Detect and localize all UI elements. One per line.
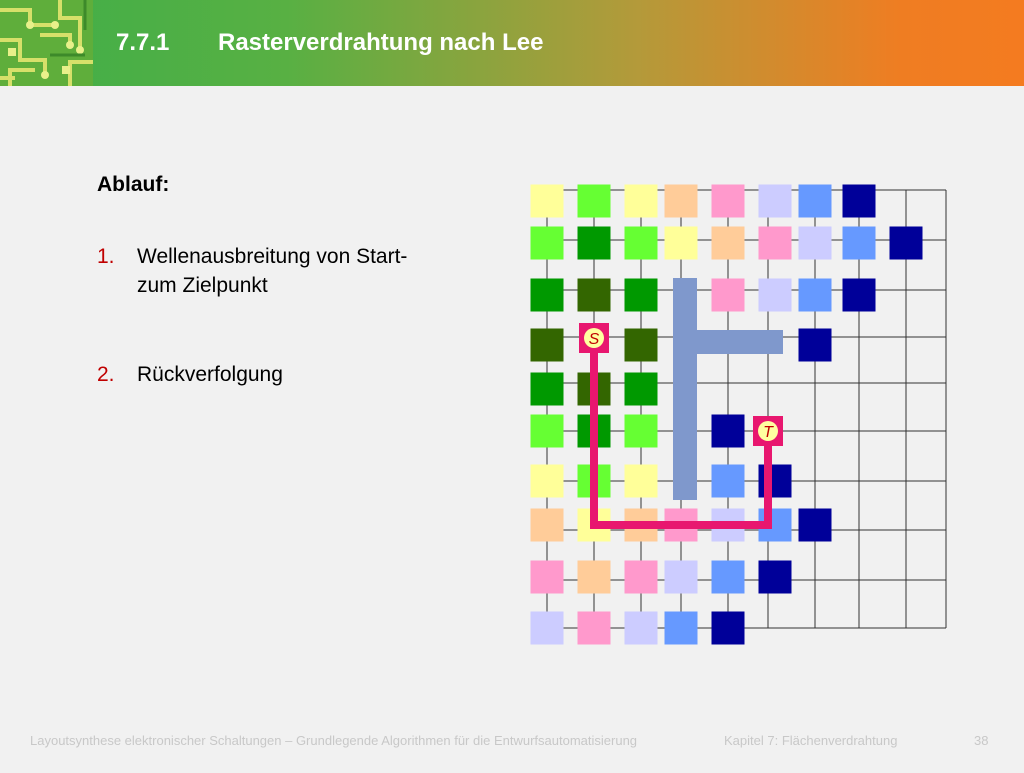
wave-cell <box>711 611 745 645</box>
wave-cell <box>758 508 792 542</box>
backtrace-path <box>590 345 772 529</box>
obstacle-horizontal <box>673 330 783 354</box>
wave-cell <box>711 278 745 312</box>
wave-cell <box>758 464 792 498</box>
step-1-text: Wellenausbreitung von Start- zum Zielpun… <box>137 242 457 300</box>
wave-cell <box>624 372 658 406</box>
wave-cell <box>798 226 832 260</box>
wave-cell <box>711 414 745 448</box>
wave-cell <box>664 560 698 594</box>
wave-cell <box>530 508 564 542</box>
wave-cell <box>624 226 658 260</box>
slide-title: 7.7.1 Rasterverdrahtung nach Lee <box>116 29 543 57</box>
wave-cell <box>624 464 658 498</box>
target-label: T <box>763 424 774 441</box>
wave-cell <box>842 226 876 260</box>
start-label: S <box>589 331 600 348</box>
wave-cell <box>664 184 698 218</box>
wave-cell <box>798 184 832 218</box>
footer-chapter: Kapitel 7: Flächenverdrahtung <box>724 733 898 748</box>
wave-cell <box>842 184 876 218</box>
wave-cell <box>758 278 792 312</box>
wave-cell <box>711 226 745 260</box>
wave-cell <box>577 560 611 594</box>
start-circle <box>584 328 604 348</box>
wave-cell <box>577 278 611 312</box>
wave-cell <box>624 611 658 645</box>
wave-cell <box>577 184 611 218</box>
wave-cell <box>530 611 564 645</box>
wave-cell <box>664 226 698 260</box>
wave-cell <box>530 278 564 312</box>
wave-cell <box>577 414 611 448</box>
wave-cell <box>530 560 564 594</box>
wave-cell <box>624 278 658 312</box>
wave-cell <box>624 184 658 218</box>
wave-cell <box>577 464 611 498</box>
section-number: 7.7.1 <box>116 29 170 56</box>
step-1-line1: Wellenausbreitung von Start- <box>137 245 408 268</box>
step-1-marker: 1. <box>97 245 115 268</box>
circuit-board-logo <box>0 0 93 86</box>
wave-cell <box>624 414 658 448</box>
wave-cell <box>530 414 564 448</box>
wave-cell <box>577 508 611 542</box>
wave-cell <box>624 328 658 362</box>
wave-cell <box>711 508 745 542</box>
wave-cell <box>711 464 745 498</box>
slide-header: 7.7.1 Rasterverdrahtung nach Lee <box>0 0 1024 86</box>
wave-cell <box>842 278 876 312</box>
wave-cell <box>530 184 564 218</box>
wave-cell <box>624 560 658 594</box>
title-text: Rasterverdrahtung nach Lee <box>218 29 544 56</box>
wave-cell <box>577 226 611 260</box>
wave-cell <box>758 560 792 594</box>
wave-cell <box>711 560 745 594</box>
wave-cell <box>530 328 564 362</box>
wave-cell <box>798 328 832 362</box>
footer-course: Layoutsynthese elektronischer Schaltunge… <box>30 733 638 748</box>
wave-cell <box>530 226 564 260</box>
wave-cell <box>889 226 923 260</box>
step-1-line2: zum Zielpunkt <box>137 274 268 297</box>
step-2-text: Rückverfolgung <box>137 363 283 386</box>
wave-cell <box>798 278 832 312</box>
obstacle-vertical <box>673 278 697 500</box>
wave-cell <box>577 372 611 406</box>
step-2-marker: 2. <box>97 363 115 386</box>
wave-cell <box>758 184 792 218</box>
target-circle <box>758 421 778 441</box>
wave-cell <box>664 611 698 645</box>
footer-page-number: 38 <box>974 733 989 748</box>
wave-cell <box>530 372 564 406</box>
wave-cell <box>798 508 832 542</box>
wave-cell <box>664 508 698 542</box>
wave-cell <box>758 226 792 260</box>
wave-cell <box>577 611 611 645</box>
content-heading: Ablauf: <box>97 173 170 196</box>
wave-cell <box>530 464 564 498</box>
start-cell <box>579 323 609 353</box>
wave-cell <box>711 184 745 218</box>
wave-cell <box>624 508 658 542</box>
target-cell <box>753 416 783 446</box>
